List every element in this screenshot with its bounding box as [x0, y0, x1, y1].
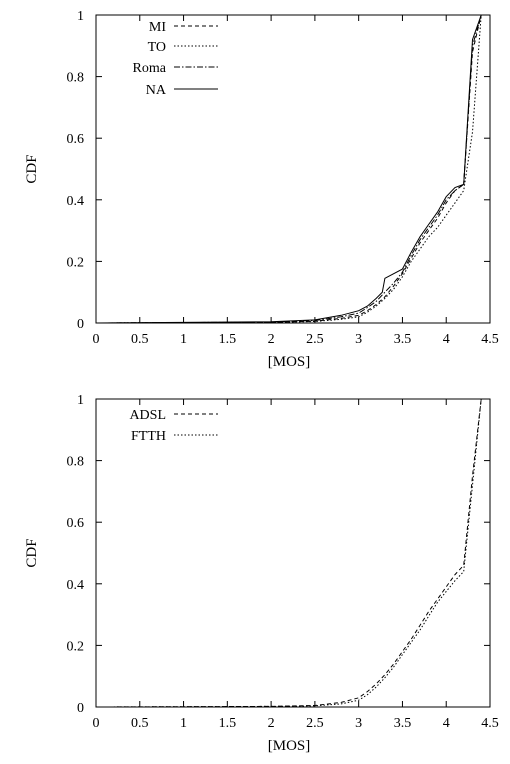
y-tick-label: 1	[77, 9, 84, 24]
y-tick-label: 0.6	[67, 516, 85, 531]
x-tick-label: 1.5	[219, 332, 237, 347]
x-tick-label: 4	[443, 332, 450, 347]
x-tick-label: 1	[180, 716, 187, 731]
x-tick-label: 3	[355, 716, 362, 731]
x-tick-label: 4	[443, 716, 450, 731]
legend-label-ftth: FTTH	[131, 429, 166, 444]
y-tick-label: 1	[77, 393, 84, 408]
y-tick-label: 0.2	[67, 255, 85, 270]
x-tick-label: 4.5	[481, 332, 499, 347]
y-tick-label: 0.4	[67, 578, 85, 593]
x-tick-label: 0	[93, 716, 100, 731]
x-tick-label: 2	[268, 332, 275, 347]
x-tick-label: 3.5	[394, 716, 412, 731]
chart-access-cdf: 0 0.5 1 1.5 2 2.5 3 3.5 4 4.5 0 0.2 0.4 0.6 0.8 1 [MOS] C…	[24, 393, 499, 754]
y-tick-label: 0.2	[67, 639, 85, 654]
x-tick-label: 1	[180, 332, 187, 347]
y-tick-label: 0.6	[67, 132, 85, 147]
x-tick-label: 2.5	[306, 716, 324, 731]
x-axis-label: [MOS]	[268, 354, 311, 370]
plot-frame	[95, 14, 491, 324]
x-tick-label: 0.5	[131, 332, 149, 347]
x-tick-label: 0	[93, 332, 100, 347]
x-axis-label: [MOS]	[268, 738, 311, 754]
y-tick-label: 0	[77, 317, 84, 332]
series-line-adsl	[95, 398, 482, 708]
x-tick-label: 3.5	[394, 332, 412, 347]
x-tick-label: 3	[355, 332, 362, 347]
x-tick-label: 1.5	[219, 716, 237, 731]
legend-label-to: TO	[148, 40, 166, 55]
x-tick-label: 2	[268, 716, 275, 731]
plot-frame	[95, 398, 491, 708]
chart-city-cdf: 0 0.5 1 1.5 2 2.5 3 3.5 4 4.5 0 0.2 0.4 0.6 0.8 1 [MOS] C…	[24, 9, 499, 370]
y-tick-label: 0.4	[67, 194, 85, 209]
y-axis-label: CDF	[24, 538, 40, 567]
x-tick-label: 2.5	[306, 332, 324, 347]
y-tick-label: 0	[77, 701, 84, 716]
legend-label-roma: Roma	[133, 61, 167, 76]
y-axis-label: CDF	[24, 154, 40, 183]
series-line-roma	[95, 14, 482, 324]
series-line-mi	[95, 14, 482, 324]
legend-label-na: NA	[146, 83, 167, 98]
legend-label-mi: MI	[149, 20, 166, 35]
x-tick-label: 0.5	[131, 716, 149, 731]
x-tick-label: 4.5	[481, 716, 499, 731]
series-line-ftth	[95, 398, 482, 708]
y-tick-label: 0.8	[67, 455, 85, 470]
series-line-na	[95, 14, 482, 324]
legend-label-adsl: ADSL	[129, 408, 166, 423]
y-tick-label: 0.8	[67, 71, 85, 86]
series-line-to	[95, 14, 482, 324]
